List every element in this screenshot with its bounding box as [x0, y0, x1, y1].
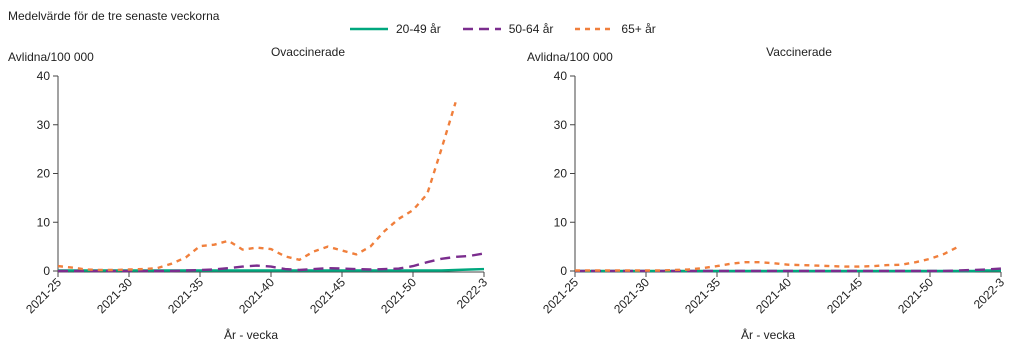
legend-item: 65+ år	[575, 22, 656, 36]
x-tick-label: 2021-40	[753, 275, 794, 316]
legend-item: 20-49 år	[350, 22, 441, 36]
y-tick-label: 20	[554, 167, 568, 181]
chart-subtitle: Medelvärde för de tre senaste veckorna	[8, 9, 220, 23]
chart-title: Vaccinerade	[766, 45, 832, 59]
series-line-65+ år	[575, 245, 959, 272]
x-tick-label: 2021-30	[611, 275, 652, 316]
y-axis-label: Avlidna/100 000	[527, 50, 613, 64]
y-tick-label: 0	[43, 264, 50, 278]
y-tick-label: 0	[560, 264, 567, 278]
x-axis-label: År - vecka	[224, 327, 278, 341]
x-tick-label: 2021-45	[824, 275, 865, 316]
y-tick-label: 40	[37, 69, 51, 83]
y-tick-label: 20	[37, 167, 51, 181]
x-tick-label: 2021-35	[165, 275, 206, 316]
x-tick-label: 2021-35	[682, 275, 723, 316]
y-axis-label: Avlidna/100 000	[8, 50, 94, 64]
y-tick-label: 30	[554, 118, 568, 132]
legend-label: 65+ år	[621, 22, 656, 36]
x-tick-label: 2021-25	[540, 275, 581, 316]
legend: 20-49 år 50-64 år 65+ år	[350, 22, 656, 36]
x-tick-label: 2021-30	[94, 275, 135, 316]
chart-panel-1: Vaccinerade Avlidna/100 000 År - vecka 0 10 2…	[527, 45, 1007, 341]
x-tick-label: 2021-25	[23, 275, 64, 316]
legend-label: 50-64 år	[508, 22, 554, 36]
x-tick-label: 2021-50	[895, 275, 936, 316]
series-line-50-64 år	[58, 252, 485, 273]
y-tick-label: 10	[37, 215, 51, 229]
legend-swatch	[575, 27, 614, 31]
x-axis-label: År - vecka	[741, 327, 795, 341]
legend-label: 20-49 år	[396, 22, 441, 36]
x-tick-label: 2021-40	[236, 275, 277, 316]
legend-swatch	[462, 27, 501, 31]
series-line-65+ år	[57, 101, 457, 272]
x-tick-label: 2021-50	[378, 275, 419, 316]
y-tick-label: 40	[554, 69, 568, 83]
legend-swatch	[350, 27, 388, 31]
y-tick-label: 10	[554, 215, 568, 229]
x-tick-label: 2022-3	[971, 275, 1008, 312]
chart-title: Ovaccinerade	[271, 45, 345, 59]
x-tick-label: 2022-3	[454, 275, 491, 312]
x-tick-label: 2021-45	[307, 275, 348, 316]
legend-item: 50-64 år	[462, 22, 554, 36]
y-tick-label: 30	[37, 118, 51, 132]
chart-panel-0: Ovaccinerade Avlidna/100 000 År - vecka 0 10…	[8, 45, 490, 341]
